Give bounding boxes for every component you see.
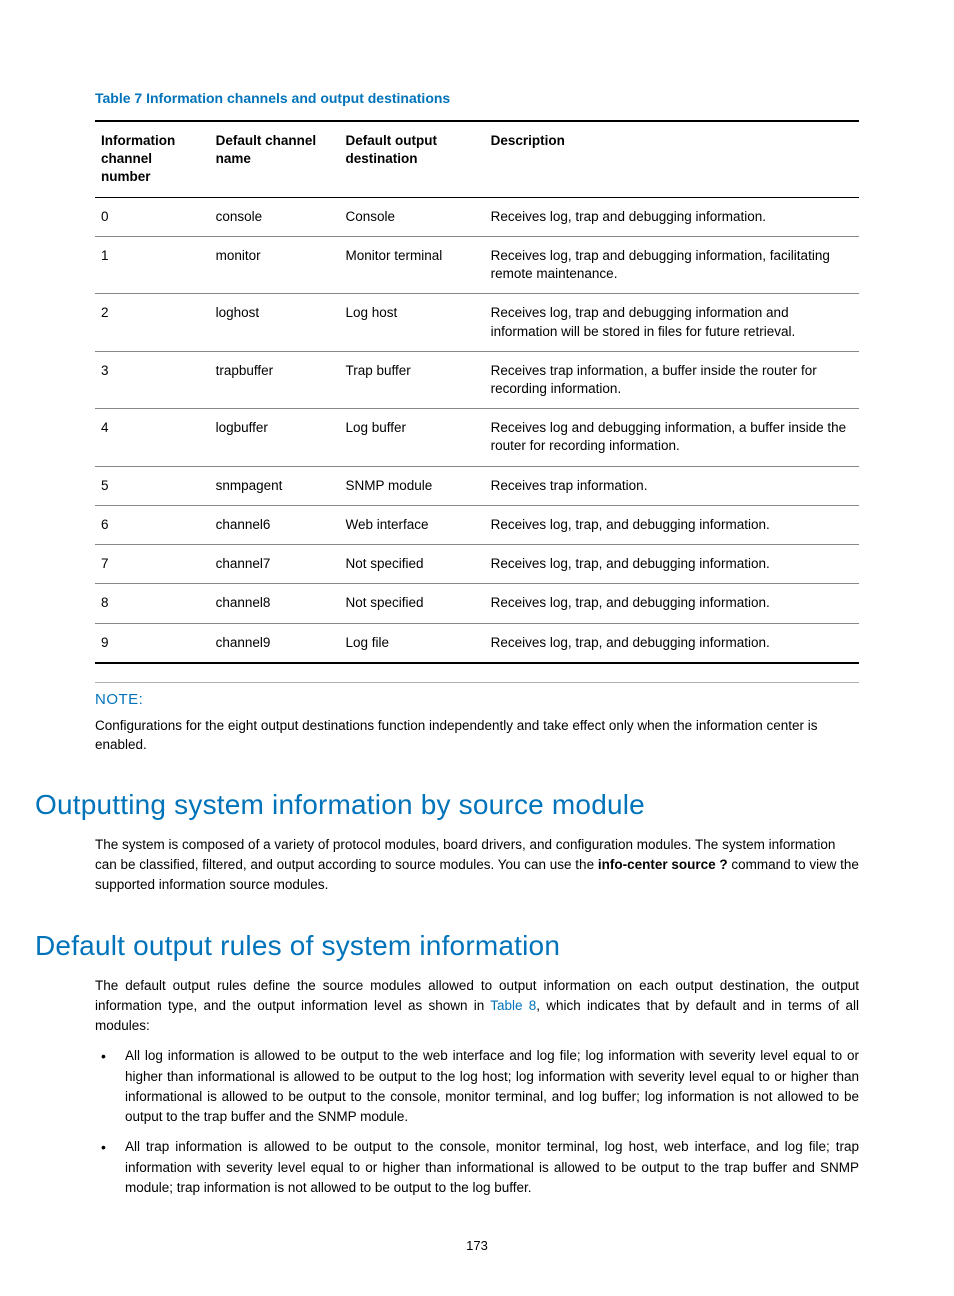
note-label: NOTE: [95,691,859,708]
table-row: 2 loghost Log host Receives log, trap an… [95,294,859,351]
cell-desc: Receives log, trap and debugging informa… [485,197,859,236]
cell-dest: Web interface [339,505,484,544]
cell-number: 2 [95,294,210,351]
table-header-row: Information channel number Default chann… [95,121,859,197]
cell-desc: Receives log and debugging information, … [485,409,859,466]
table-caption: Table 7 Information channels and output … [95,90,859,106]
table-row: 9 channel9 Log file Receives log, trap, … [95,623,859,663]
heading-default-rules: Default output rules of system informati… [35,930,859,962]
cell-name: console [210,197,340,236]
cell-name: channel9 [210,623,340,663]
cell-number: 9 [95,623,210,663]
cell-name: loghost [210,294,340,351]
cell-desc: Receives trap information, a buffer insi… [485,351,859,408]
cell-dest: Trap buffer [339,351,484,408]
note-text: Configurations for the eight output dest… [95,716,859,755]
cell-number: 8 [95,584,210,623]
cell-desc: Receives log, trap, and debugging inform… [485,505,859,544]
col-header-number: Information channel number [95,121,210,197]
cell-desc: Receives log, trap, and debugging inform… [485,545,859,584]
cell-number: 4 [95,409,210,466]
list-item: All trap information is allowed to be ou… [95,1137,859,1198]
section2-para: The default output rules define the sour… [95,976,859,1037]
table-row: 0 console Console Receives log, trap and… [95,197,859,236]
cell-dest: Log host [339,294,484,351]
cell-dest: Log file [339,623,484,663]
table-row: 5 snmpagent SNMP module Receives trap in… [95,466,859,505]
info-channels-table: Information channel number Default chann… [95,120,859,664]
table-row: 6 channel6 Web interface Receives log, t… [95,505,859,544]
cell-number: 0 [95,197,210,236]
page-number: 173 [95,1238,859,1253]
cell-name: channel8 [210,584,340,623]
cell-desc: Receives log, trap and debugging informa… [485,294,859,351]
list-item: All log information is allowed to be out… [95,1046,859,1127]
cell-dest: Log buffer [339,409,484,466]
cell-dest: SNMP module [339,466,484,505]
cell-name: channel7 [210,545,340,584]
cell-dest: Not specified [339,545,484,584]
cell-desc: Receives log, trap and debugging informa… [485,236,859,293]
table-row: 1 monitor Monitor terminal Receives log,… [95,236,859,293]
cell-number: 7 [95,545,210,584]
table-row: 7 channel7 Not specified Receives log, t… [95,545,859,584]
cell-number: 6 [95,505,210,544]
cell-name: snmpagent [210,466,340,505]
cell-desc: Receives log, trap, and debugging inform… [485,584,859,623]
cell-dest: Not specified [339,584,484,623]
col-header-dest: Default output destination [339,121,484,197]
cell-number: 3 [95,351,210,408]
table8-link[interactable]: Table 8 [490,998,536,1013]
page-content: Table 7 Information channels and output … [0,0,954,1293]
cell-name: trapbuffer [210,351,340,408]
section1-para: The system is composed of a variety of p… [95,835,859,896]
cell-number: 1 [95,236,210,293]
bullet-list: All log information is allowed to be out… [95,1046,859,1198]
heading-outputting: Outputting system information by source … [35,789,859,821]
table-row: 4 logbuffer Log buffer Receives log and … [95,409,859,466]
cell-number: 5 [95,466,210,505]
cell-dest: Monitor terminal [339,236,484,293]
col-header-name: Default channel name [210,121,340,197]
cell-name: monitor [210,236,340,293]
cell-dest: Console [339,197,484,236]
col-header-desc: Description [485,121,859,197]
command-name: info-center source ? [598,857,728,872]
table-row: 8 channel8 Not specified Receives log, t… [95,584,859,623]
cell-desc: Receives log, trap, and debugging inform… [485,623,859,663]
cell-name: channel6 [210,505,340,544]
table-row: 3 trapbuffer Trap buffer Receives trap i… [95,351,859,408]
cell-name: logbuffer [210,409,340,466]
cell-desc: Receives trap information. [485,466,859,505]
note-divider [95,682,859,683]
